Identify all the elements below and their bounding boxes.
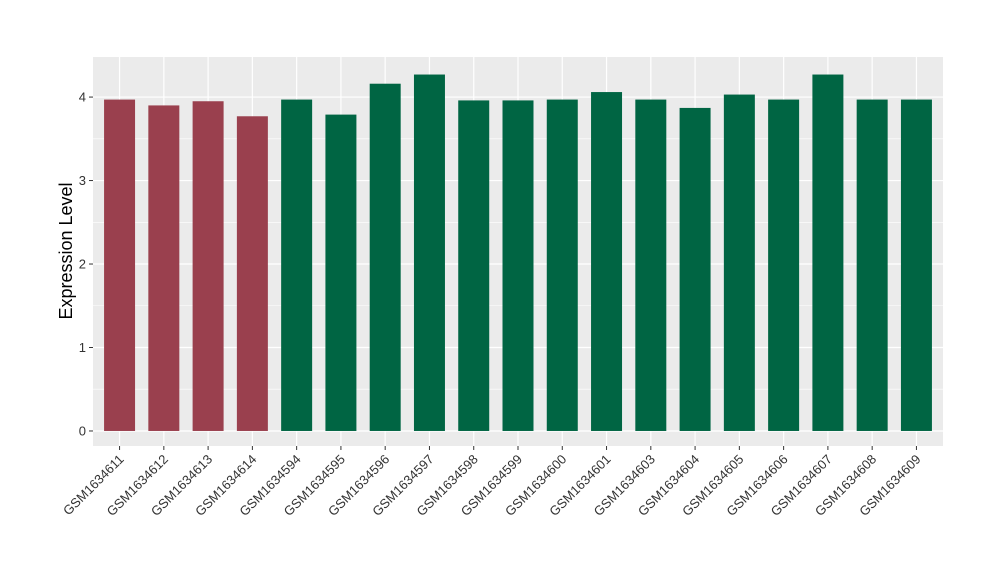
bar-GSM1634605 xyxy=(723,94,755,431)
bar-GSM1634595 xyxy=(325,114,357,431)
y-tick-label: 4 xyxy=(79,90,86,105)
bar-GSM1634598 xyxy=(458,100,490,431)
bar-GSM1634611 xyxy=(104,99,136,431)
y-tick-label: 0 xyxy=(79,423,86,438)
y-axis: 0 1 2 3 4 xyxy=(79,90,93,438)
bar-GSM1634614 xyxy=(236,116,268,431)
bar-GSM1634599 xyxy=(502,100,534,431)
y-tick-label: 1 xyxy=(79,340,86,355)
bars xyxy=(104,74,932,431)
bar-GSM1634597 xyxy=(413,74,445,431)
bar-GSM1634607 xyxy=(812,74,844,431)
bar-GSM1634608 xyxy=(856,99,888,431)
bar-GSM1634612 xyxy=(148,105,180,431)
bar-GSM1634604 xyxy=(679,107,711,431)
y-axis-title: Expression Level xyxy=(56,182,76,319)
bar-GSM1634601 xyxy=(591,92,623,431)
bar-GSM1634596 xyxy=(369,83,401,431)
bar-GSM1634613 xyxy=(192,101,224,431)
bar-GSM1634609 xyxy=(900,99,932,431)
bar-GSM1634603 xyxy=(635,99,667,431)
y-tick-label: 3 xyxy=(79,173,86,188)
bar-GSM1634600 xyxy=(546,99,578,431)
bar-GSM1634594 xyxy=(281,99,313,431)
x-axis: GSM1634611GSM1634612GSM1634613GSM1634614… xyxy=(60,446,924,519)
y-tick-label: 2 xyxy=(79,257,86,272)
bar-GSM1634606 xyxy=(768,99,800,431)
